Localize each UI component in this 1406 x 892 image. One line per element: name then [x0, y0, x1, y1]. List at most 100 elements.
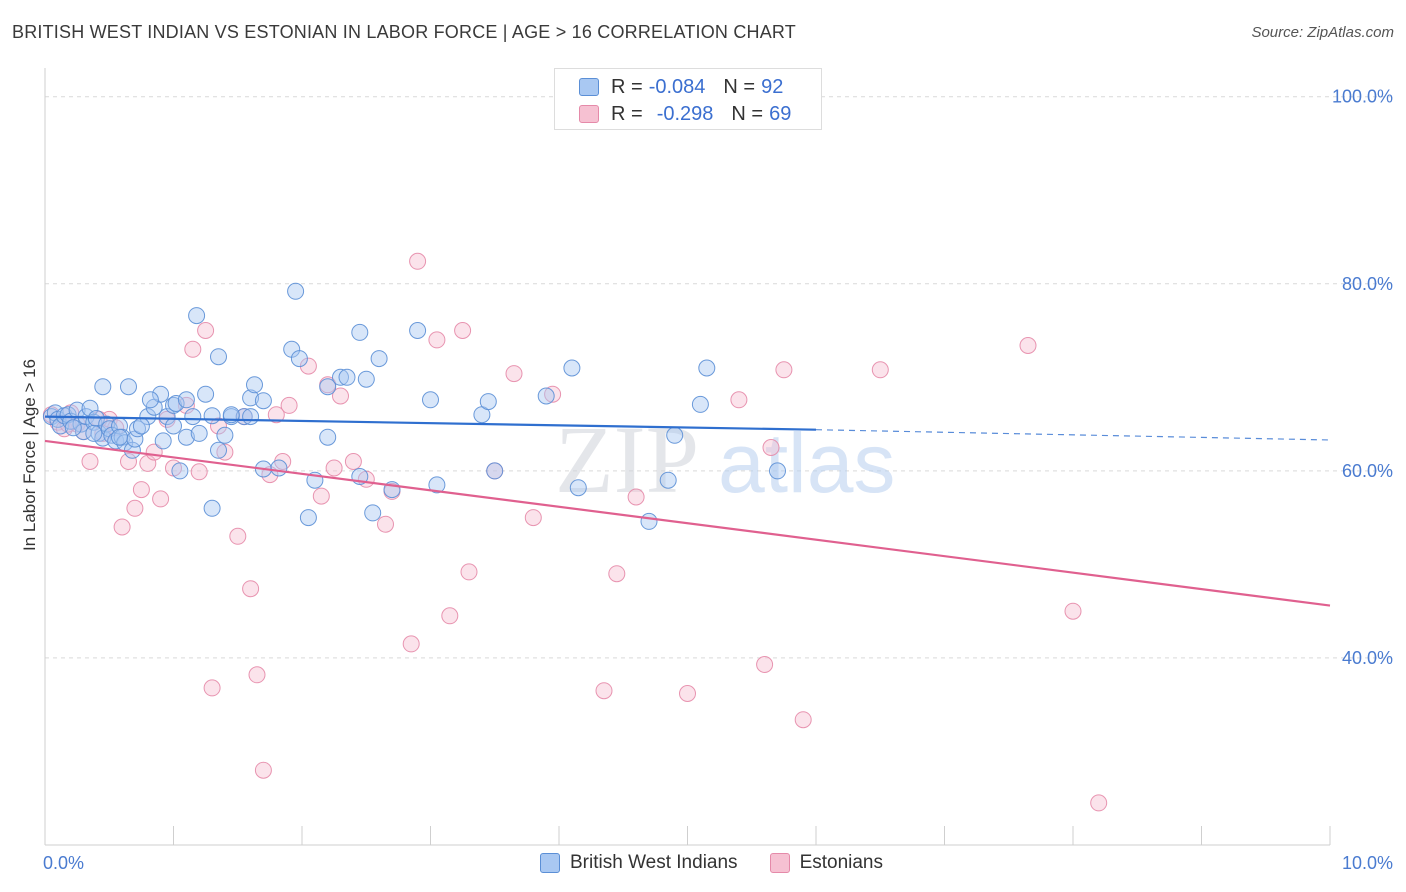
legend-r-label: R =	[611, 102, 643, 125]
british-west-indians-point	[659, 471, 677, 489]
british-west-indians-point	[98, 415, 116, 433]
british-west-indians-point	[769, 462, 786, 480]
british-west-indians-point	[184, 408, 202, 426]
british-west-indians-point	[242, 389, 260, 407]
estonians-point	[113, 518, 131, 536]
british-west-indians-point	[409, 322, 427, 339]
estonians-point	[152, 490, 170, 508]
british-west-indians-point	[422, 391, 439, 409]
estonians-point	[254, 761, 272, 779]
estonians-point	[377, 515, 394, 533]
british-west-indians-point	[167, 395, 185, 412]
british-west-indians-point	[132, 417, 150, 435]
axes	[44, 68, 1331, 846]
british-west-indians-point	[139, 408, 157, 426]
british-west-indians-point	[64, 419, 82, 437]
chart-title: BRITISH WEST INDIAN VS ESTONIAN IN LABOR…	[12, 22, 796, 42]
british-west-indians-trend-extension	[815, 429, 1331, 441]
series-label-estonians: Estonians	[799, 852, 884, 873]
estonians-point	[210, 417, 227, 435]
british-west-indians-point	[698, 359, 716, 377]
estonians-point	[190, 463, 208, 481]
estonians-point	[203, 679, 221, 697]
estonians-point	[242, 580, 260, 598]
estonians-point	[81, 453, 99, 470]
british-west-indians-point	[332, 368, 349, 386]
british-west-indians-point	[111, 428, 128, 446]
watermark: ZIP atlas	[555, 406, 895, 513]
estonians-point	[402, 635, 420, 653]
x-tick-label: 0.0%	[43, 853, 84, 873]
british-west-indians-point	[666, 426, 684, 444]
british-west-indians-point	[351, 323, 369, 341]
series-legend-item-estonians[interactable]: Estonians	[769, 852, 884, 874]
british-west-indians-point	[203, 499, 221, 517]
british-west-indians-point	[338, 368, 356, 386]
british-west-indians-point	[537, 387, 555, 405]
british-west-indians-point	[428, 476, 446, 494]
british-west-indians-point	[188, 307, 206, 325]
estonians-point	[126, 499, 144, 517]
british-west-indians-point	[81, 399, 99, 417]
british-west-indians-point	[640, 512, 658, 530]
estonians-point	[184, 340, 202, 358]
estonians-point	[248, 666, 266, 684]
estonians-point	[344, 453, 362, 470]
legend-n-value: 92	[761, 75, 784, 98]
estonians-point	[762, 439, 780, 456]
british-west-indians-point	[152, 385, 170, 403]
british-west-indians-point	[85, 424, 103, 442]
british-west-indians-point	[203, 407, 221, 425]
y-tick-label: 60.0%	[1342, 461, 1393, 481]
estonians-point	[871, 361, 889, 379]
estonians-point	[441, 607, 459, 625]
legend-r-label: R =	[611, 75, 643, 98]
series-label-british-west-indians: British West Indians	[570, 852, 738, 873]
y-tick-label: 100.0%	[1332, 87, 1393, 107]
british-west-indians-point	[190, 424, 208, 442]
estonians-point	[325, 459, 343, 477]
y-axis-label: In Labor Force | Age > 16	[20, 359, 39, 551]
estonians-point	[312, 487, 330, 505]
watermark-zip: ZIP	[555, 406, 699, 513]
estonians-point	[460, 563, 478, 581]
british-west-indians-point	[59, 406, 77, 424]
estonians-point	[608, 565, 626, 583]
british-west-indians-point	[486, 462, 504, 480]
estonians-trend	[44, 439, 1331, 607]
x-tick-label: 10.0%	[1342, 853, 1393, 873]
british-west-indians-point	[254, 392, 272, 410]
estonians-point	[756, 656, 774, 673]
estonians-point	[197, 322, 215, 339]
estonians-point	[267, 406, 285, 424]
british-west-indians-point	[120, 378, 137, 396]
series-legend-item-british-west-indians[interactable]: British West Indians	[540, 852, 738, 874]
british-west-indians-point	[357, 370, 375, 388]
british-west-indians-point	[165, 396, 182, 414]
legend-row-british-west-indians: R = -0.084 N = 92	[579, 74, 783, 100]
estonians-point	[730, 391, 748, 409]
estonians-point	[454, 322, 472, 339]
correlation-legend: R = -0.084 N = 92 R = -0.298 N = 69	[554, 68, 822, 130]
estonians-point	[229, 527, 247, 545]
estonians-point	[216, 443, 234, 461]
british-west-indians-point	[94, 378, 112, 396]
british-west-indians-point	[154, 432, 172, 450]
british-west-indians-point	[364, 504, 382, 522]
estonians-point	[679, 685, 696, 702]
british-west-indians-point	[287, 282, 305, 300]
estonians-point	[775, 361, 793, 379]
british-west-indians-point	[210, 348, 227, 366]
legend-row-estonians: R = -0.298 N = 69	[579, 101, 791, 127]
estonians-point	[280, 396, 298, 414]
estonians-point	[505, 365, 523, 383]
legend-n-value: 69	[769, 102, 792, 125]
british-west-indians-point	[216, 426, 234, 444]
legend-n-label: N =	[731, 102, 764, 125]
british-west-indians-point	[299, 509, 317, 527]
trend-lines	[44, 415, 1331, 607]
estonians-point	[627, 488, 645, 506]
estonians-point	[544, 385, 562, 403]
british-west-indians-point	[171, 462, 189, 480]
estonians-point	[1064, 602, 1082, 620]
